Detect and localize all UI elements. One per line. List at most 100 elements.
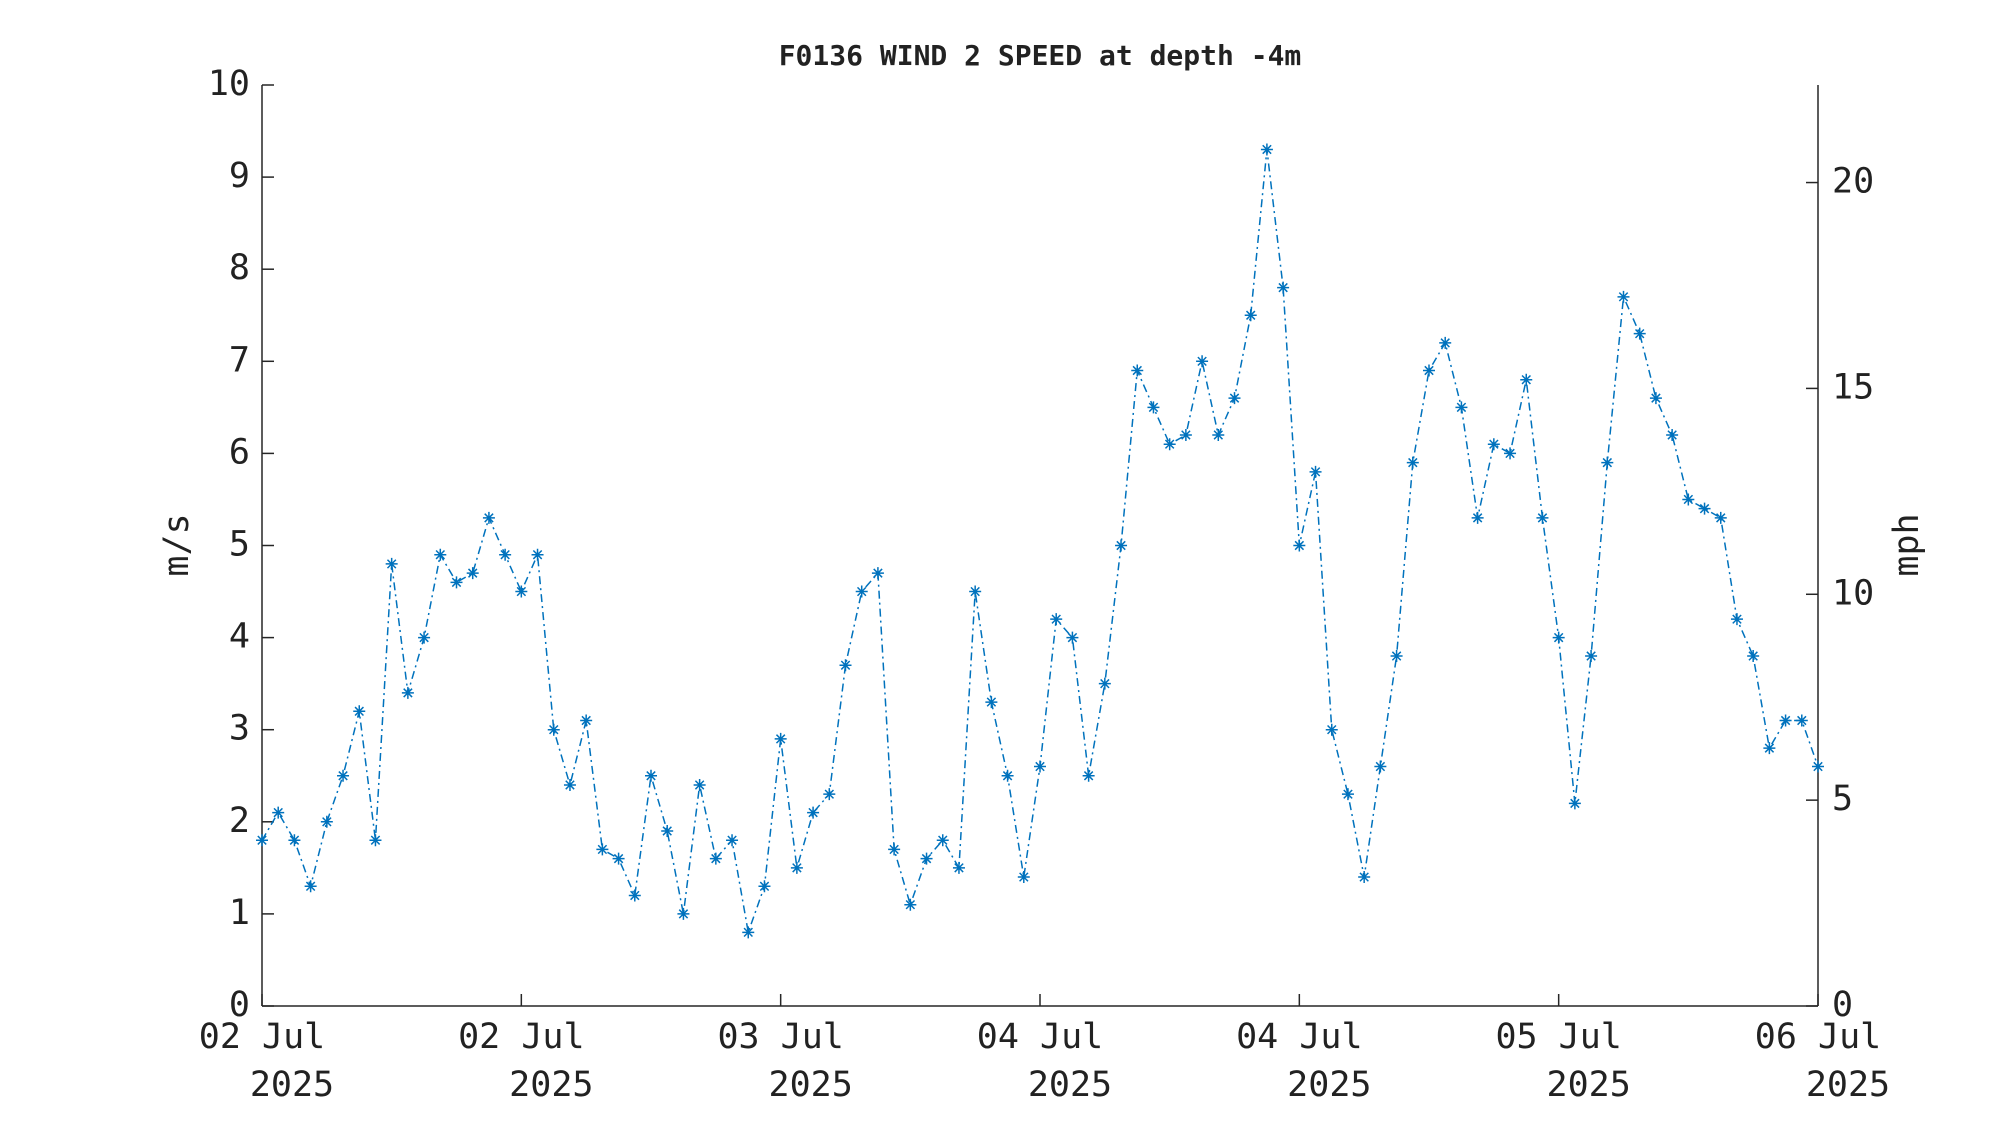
data-point: [1325, 723, 1338, 736]
y-tick-label: 4: [229, 617, 250, 657]
data-point: [1455, 401, 1468, 414]
data-point: [563, 778, 576, 791]
data-point: [920, 852, 933, 865]
data-point: [1423, 364, 1435, 377]
data-point: [450, 576, 463, 589]
data-point: [969, 585, 982, 598]
y-tick-label: 3: [229, 709, 250, 749]
data-point: [1698, 502, 1711, 515]
data-point: [1341, 788, 1354, 801]
x-tick-label: 04 Jul 2025: [1236, 1017, 1371, 1105]
data-point: [1763, 742, 1776, 755]
data-point: [1617, 290, 1630, 303]
data-point: [1536, 511, 1549, 524]
data-point: [1196, 355, 1209, 368]
data-point: [1082, 769, 1095, 782]
data-point: [1277, 281, 1290, 294]
y2-tick-label: 20: [1832, 162, 1874, 202]
data-point: [1115, 539, 1128, 552]
y-tick-label: 9: [229, 156, 250, 196]
y-tick-label: 0: [229, 985, 250, 1025]
data-point: [1374, 760, 1387, 773]
data-point: [1293, 539, 1306, 552]
data-point: [1649, 392, 1662, 405]
data-point: [580, 714, 593, 727]
data-point: [1358, 871, 1371, 884]
data-point: [952, 861, 965, 874]
data-point: [758, 880, 771, 893]
data-point: [661, 825, 674, 838]
data-point: [418, 631, 431, 644]
data-point: [1066, 631, 1079, 644]
data-point: [1228, 392, 1241, 405]
data-point: [1552, 631, 1565, 644]
x-tick-label: 02 Jul 2025: [458, 1017, 593, 1105]
data-point: [596, 843, 609, 856]
data-point: [1244, 309, 1257, 322]
data-point: [1471, 511, 1484, 524]
data-point: [288, 834, 301, 847]
x-tick-label: 02 Jul 2025: [199, 1017, 334, 1105]
y2-tick-label: 10: [1832, 573, 1874, 613]
data-point: [515, 585, 528, 598]
data-point: [434, 548, 447, 561]
data-point: [499, 548, 512, 561]
data-point: [645, 769, 657, 782]
data-point: [839, 659, 852, 672]
data-point: [1585, 650, 1598, 663]
data-point: [888, 843, 901, 856]
x-tick-label: 04 Jul 2025: [977, 1017, 1112, 1105]
data-point: [1504, 447, 1517, 460]
data-point: [531, 548, 544, 561]
data-point: [256, 834, 268, 847]
data-point: [612, 852, 625, 865]
data-point: [985, 696, 998, 709]
data-point: [1390, 650, 1403, 663]
data-point: [807, 806, 820, 819]
data-point: [855, 585, 868, 598]
data-point: [1098, 677, 1111, 690]
data-point: [693, 778, 706, 791]
data-point: [1163, 438, 1176, 451]
y-tick-label: 1: [229, 893, 250, 933]
data-point: [742, 926, 755, 939]
data-point: [1179, 428, 1192, 441]
y2-tick-label: 0: [1832, 985, 1853, 1025]
data-point: [1714, 511, 1727, 524]
data-point: [709, 852, 722, 865]
x-tick-label: 06 Jul 2025: [1755, 1017, 1890, 1105]
data-point: [1034, 760, 1046, 773]
data-point: [1131, 364, 1144, 377]
data-point: [1017, 871, 1030, 884]
data-point: [726, 834, 739, 847]
data-point: [1309, 465, 1322, 478]
y-axis-label: m/s: [157, 513, 197, 576]
x-tick-label: 05 Jul 2025: [1495, 1017, 1630, 1105]
data-point: [385, 557, 398, 570]
y-tick-label: 8: [229, 248, 250, 288]
y2-tick-label: 5: [1832, 779, 1853, 819]
data-point: [1682, 493, 1695, 506]
data-point: [1487, 438, 1500, 451]
data-point: [466, 567, 479, 580]
data-point: [1730, 613, 1743, 626]
data-point: [482, 511, 495, 524]
data-point: [369, 834, 382, 847]
data-point: [1601, 456, 1614, 469]
data-point: [272, 806, 285, 819]
data-point: [790, 861, 803, 874]
data-point: [337, 769, 350, 782]
series-line: [261, 149, 1819, 936]
data-point: [774, 732, 787, 745]
data-point: [823, 788, 836, 801]
data-point: [1812, 760, 1824, 773]
x-tick-label: 03 Jul 2025: [717, 1017, 852, 1105]
data-point: [936, 834, 949, 847]
data-point: [304, 880, 317, 893]
data-point: [547, 723, 560, 736]
data-point: [1001, 769, 1014, 782]
data-point: [1779, 714, 1792, 727]
data-point: [1795, 714, 1808, 727]
data-point: [353, 705, 366, 718]
data-point: [1406, 456, 1419, 469]
